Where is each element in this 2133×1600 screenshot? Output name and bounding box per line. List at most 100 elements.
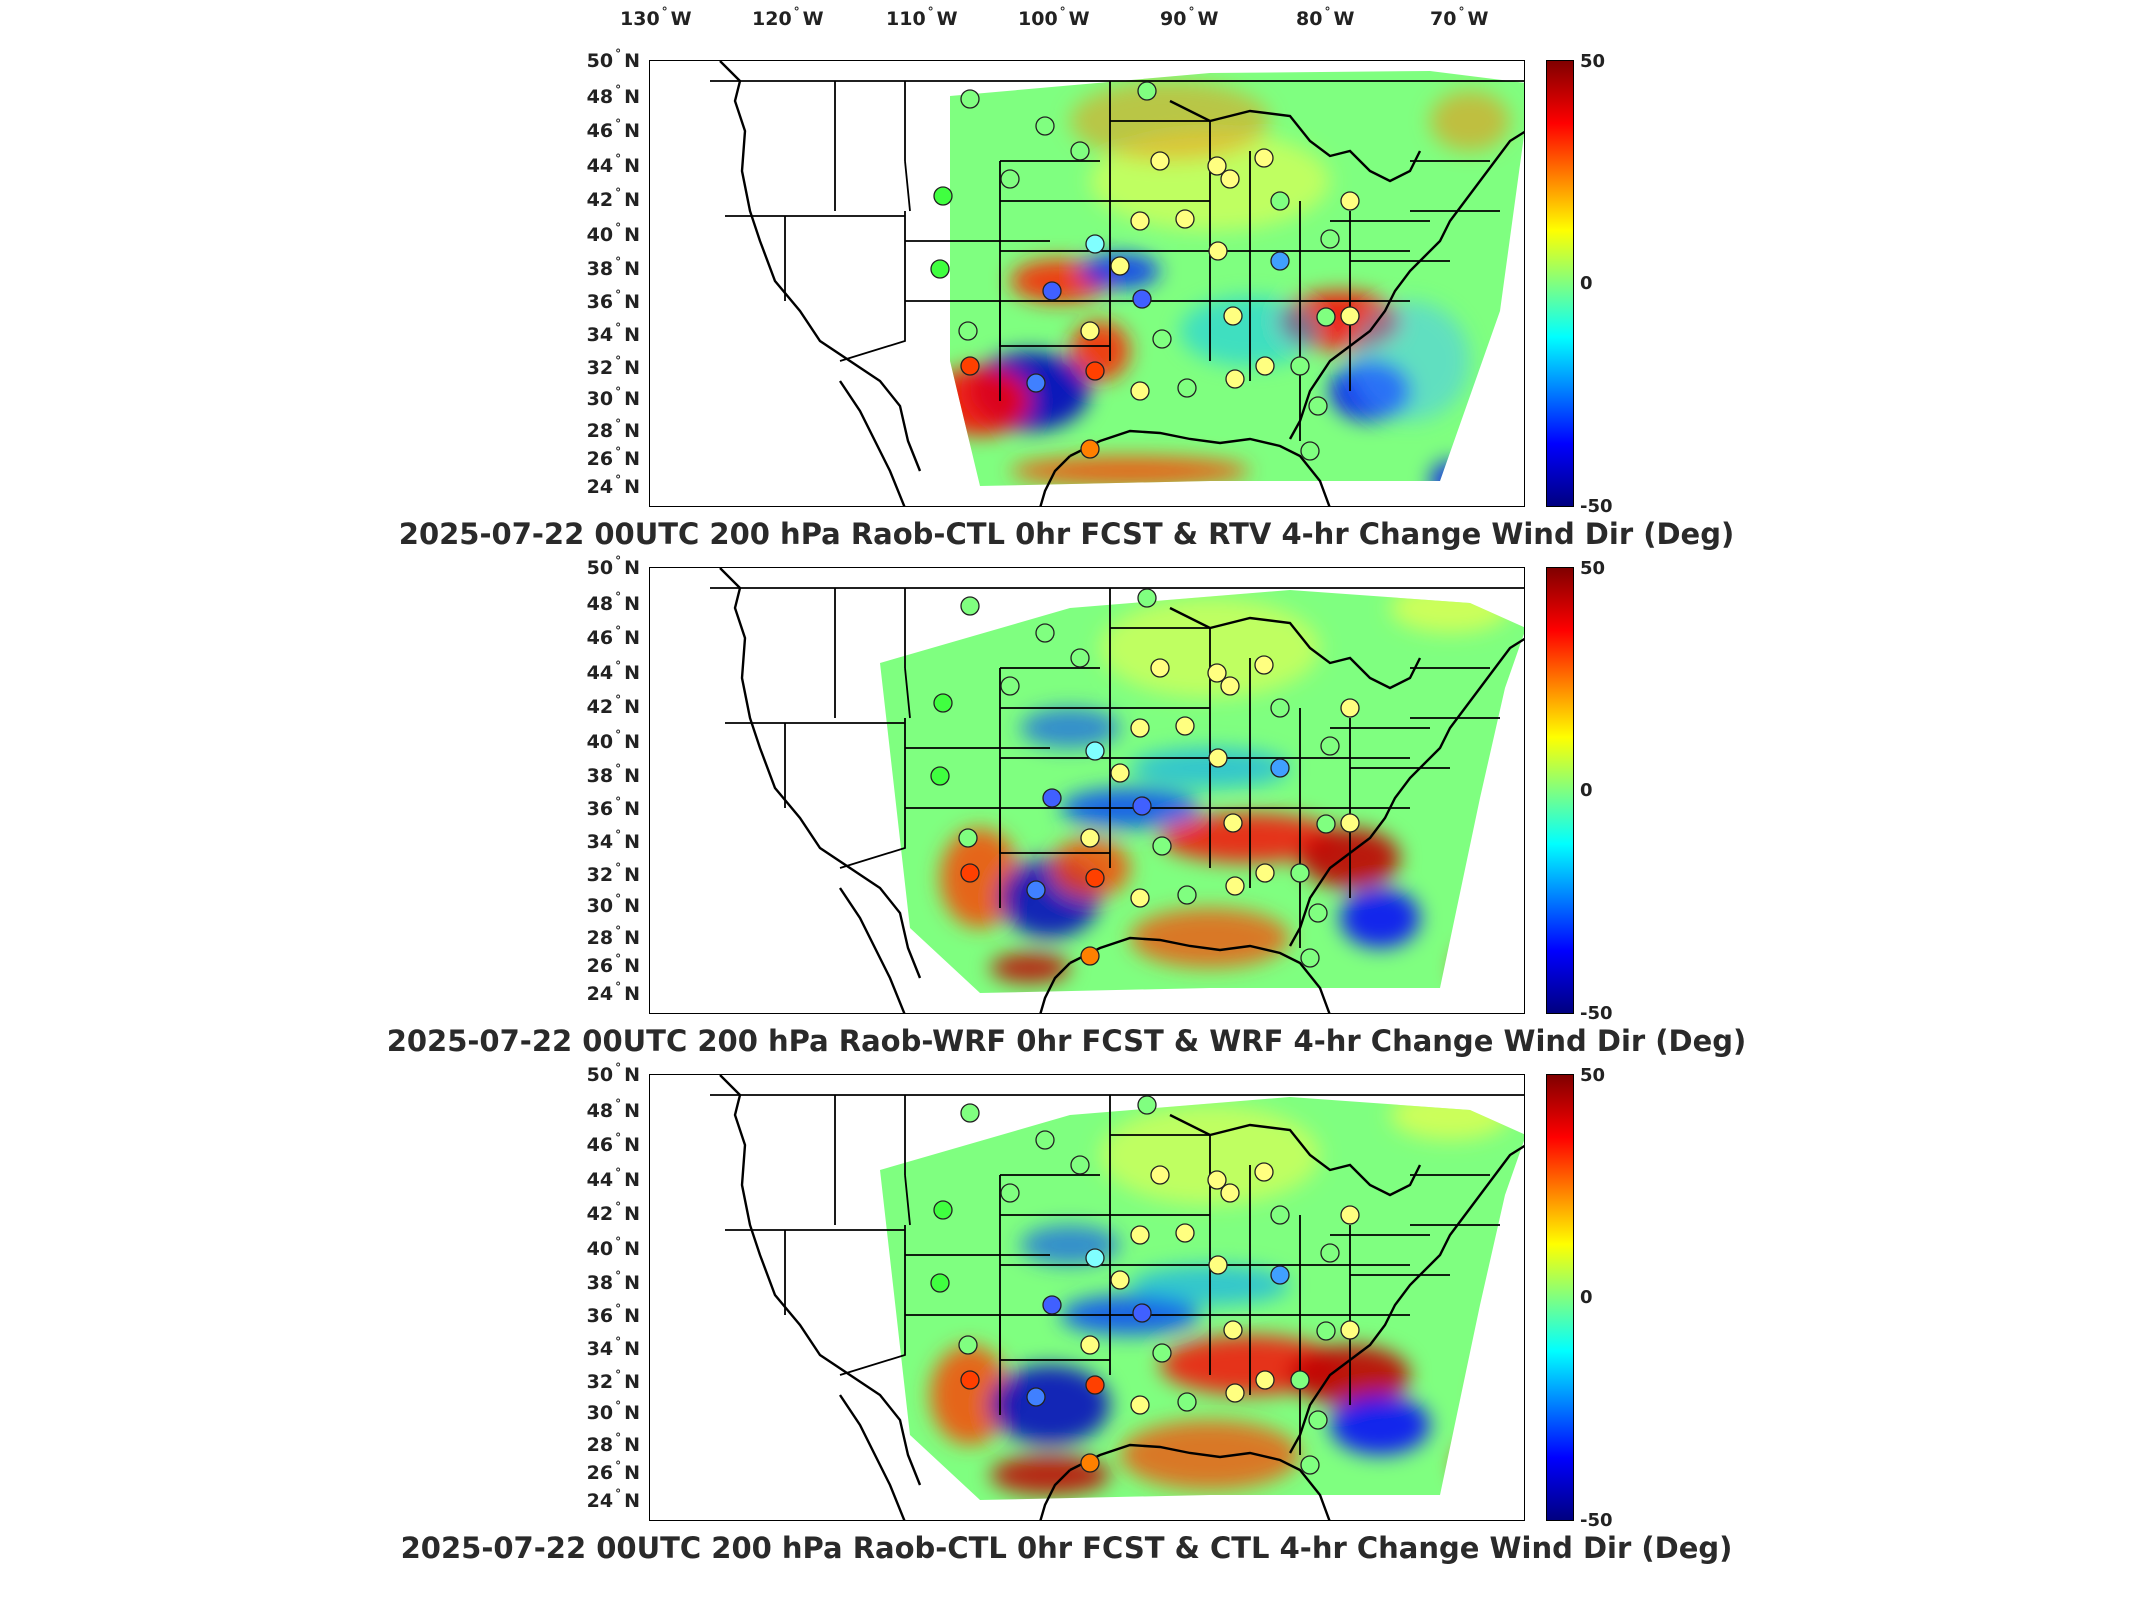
raob-station-marker <box>1177 1392 1197 1412</box>
raob-station-marker <box>930 259 950 279</box>
colorbar <box>1546 567 1574 1014</box>
raob-station-marker <box>1026 880 1046 900</box>
map-panel-wrf: 50 ° N 48 ° N 46 ° N 44 ° N 42 ° N 40 ° N 38 ° N 36 ° N 34 ° N 32 ° N… <box>0 554 2133 1075</box>
raob-station-marker <box>1026 373 1046 393</box>
raob-station-marker <box>1316 1321 1336 1341</box>
raob-station-marker <box>1320 1243 1340 1263</box>
state-border <box>999 808 1110 854</box>
raob-station-marker <box>1254 655 1274 675</box>
state-border <box>999 1315 1110 1361</box>
raob-station-marker <box>1070 648 1090 668</box>
raob-station-marker <box>1340 191 1360 211</box>
raob-station-marker <box>1225 876 1245 896</box>
field-anomaly <box>930 1345 1010 1445</box>
raob-station-marker <box>1316 307 1336 327</box>
colorbar-min-label: -50 <box>1580 496 1613 517</box>
raob-station-marker <box>958 321 978 341</box>
state-border <box>999 301 1110 347</box>
lat-label: 44 ° N <box>586 659 640 684</box>
lat-label: 34 ° N <box>586 828 640 853</box>
coastline <box>1039 962 1071 1013</box>
state-border <box>904 160 911 212</box>
lon-label: 70 ° W <box>1430 5 1489 30</box>
map-area <box>649 60 1525 507</box>
raob-station-marker <box>1290 1370 1310 1390</box>
raob-station-marker <box>1085 1375 1105 1395</box>
raob-station-marker <box>1308 903 1328 923</box>
raob-station-marker <box>1150 151 1170 171</box>
raob-station-marker <box>960 596 980 616</box>
coastline <box>719 61 922 472</box>
lat-label: 38 ° N <box>586 1269 640 1294</box>
colorbar-min-label: -50 <box>1580 1510 1613 1531</box>
raob-station-marker <box>1080 439 1100 459</box>
raob-station-marker <box>1080 946 1100 966</box>
raob-station-marker <box>1150 658 1170 678</box>
raob-station-marker <box>1152 329 1172 349</box>
raob-station-marker <box>958 828 978 848</box>
state-border <box>839 718 906 869</box>
lon-label: 120 ° W <box>752 5 824 30</box>
lat-label: 46 ° N <box>586 624 640 649</box>
raob-station-marker <box>1208 1255 1228 1275</box>
raob-station-marker <box>1255 863 1275 883</box>
lon-label: 90 ° W <box>1160 5 1219 30</box>
raob-station-marker <box>1130 888 1150 908</box>
coastline <box>1069 1443 1331 1520</box>
lat-label: 34 ° N <box>586 1335 640 1360</box>
field-anomaly <box>1390 590 1510 633</box>
raob-station-marker <box>1270 698 1290 718</box>
raob-station-marker <box>1130 1225 1150 1245</box>
lat-label: 28 ° N <box>586 1431 640 1456</box>
raob-station-marker <box>1070 1155 1090 1175</box>
raob-station-marker <box>1308 396 1328 416</box>
colorbar-mid-label: 0 <box>1580 780 1593 801</box>
raob-station-marker <box>1320 736 1340 756</box>
raob-station-marker <box>1270 758 1290 778</box>
raob-station-marker <box>1255 356 1275 376</box>
raob-station-marker <box>1132 796 1152 816</box>
map-panel-ctl: 50 ° N 48 ° N 46 ° N 44 ° N 42 ° N 40 ° N 38 ° N 36 ° N 34 ° N 32 ° N… <box>0 1061 2133 1582</box>
field-anomaly <box>1010 456 1250 486</box>
raob-station-marker <box>1254 148 1274 168</box>
raob-station-marker <box>1270 1205 1290 1225</box>
lat-label: 48 ° N <box>586 83 640 108</box>
raob-station-marker <box>958 1335 978 1355</box>
lat-label: 26 ° N <box>586 1459 640 1484</box>
coastline <box>839 380 906 506</box>
lat-label: 30 ° N <box>586 892 640 917</box>
raob-station-marker <box>1026 1387 1046 1407</box>
map-svg <box>710 568 1524 1013</box>
raob-station-marker <box>1130 381 1150 401</box>
colorbar-max-label: 50 <box>1580 51 1606 72</box>
raob-station-marker <box>1290 863 1310 883</box>
lat-label: 40 ° N <box>586 728 640 753</box>
raob-station-marker <box>933 186 953 206</box>
raob-station-marker <box>1208 241 1228 261</box>
coastline <box>1069 429 1331 506</box>
lat-label: 34 ° N <box>586 321 640 346</box>
map-area <box>649 567 1525 1014</box>
raob-station-marker <box>1177 885 1197 905</box>
field-anomaly <box>990 953 1070 983</box>
colorbar-max-label: 50 <box>1580 1065 1606 1086</box>
field-anomaly <box>1455 1440 1505 1490</box>
lat-label: 36 ° N <box>586 288 640 313</box>
map-area <box>649 1074 1525 1521</box>
raob-station-marker <box>1085 1248 1105 1268</box>
lat-label: 24 ° N <box>586 980 640 1005</box>
raob-station-marker <box>1085 361 1105 381</box>
raob-station-marker <box>1320 229 1340 249</box>
field-anomaly <box>1130 908 1290 968</box>
field-anomaly <box>1020 708 1120 748</box>
lat-label: 42 ° N <box>586 1200 640 1225</box>
colorbar <box>1546 1074 1574 1521</box>
raob-stations <box>930 588 1360 968</box>
coastline <box>719 1075 922 1486</box>
state-border <box>839 211 906 362</box>
lat-label: 36 ° N <box>586 795 640 820</box>
lat-label: 46 ° N <box>586 1131 640 1156</box>
raob-station-marker <box>1270 1265 1290 1285</box>
field-anomaly <box>950 366 1030 436</box>
coastline <box>1169 1113 1422 1197</box>
